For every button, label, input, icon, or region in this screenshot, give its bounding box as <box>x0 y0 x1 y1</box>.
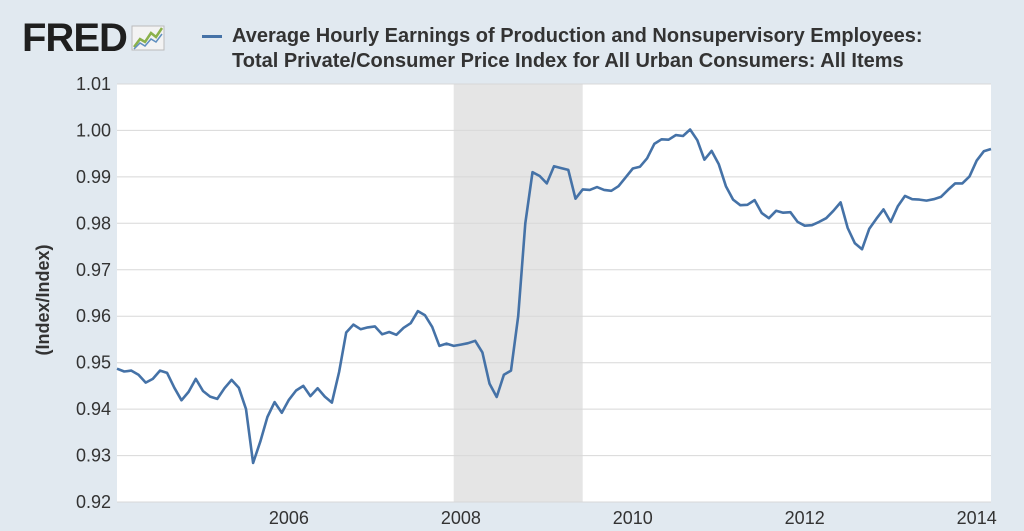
y-tick-labels: 0.92 0.93 0.94 0.95 0.96 0.97 0.98 0.99 1.00 1.01 <box>76 74 111 512</box>
series-line <box>116 128 992 465</box>
x-tick-label: 2012 <box>785 508 825 528</box>
recession-shading <box>453 84 583 502</box>
y-tick-label: 0.97 <box>76 260 111 280</box>
y-tick-label: 0.96 <box>76 306 111 326</box>
fred-logo: FRED <box>22 18 167 58</box>
legend-series-label: Average Hourly Earnings of Production an… <box>232 24 1022 74</box>
legend-line-1: Average Hourly Earnings of Production an… <box>232 25 923 47</box>
fred-chart-icon <box>131 25 165 51</box>
chart-legend: Average Hourly Earnings of Production an… <box>202 24 1022 74</box>
x-tick-label: 2008 <box>441 508 481 528</box>
y-tick-label: 1.01 <box>76 74 111 94</box>
y-tick-label: 0.93 <box>76 446 111 466</box>
y-tick-label: 0.92 <box>76 492 111 512</box>
y-tick-label: 1.00 <box>76 120 111 140</box>
fred-logo-text: FRED <box>22 16 128 60</box>
y-tick-label: 0.99 <box>76 167 111 187</box>
y-tick-label: 0.94 <box>76 399 111 419</box>
y-tick-label: 0.98 <box>76 213 111 233</box>
x-tick-labels: 2006 2008 2010 2012 2014 <box>269 508 997 528</box>
x-tick-label: 2006 <box>269 508 309 528</box>
x-tick-label: 2010 <box>613 508 653 528</box>
y-axis-label: (Index/Index) <box>33 244 53 355</box>
y-tick-label: 0.95 <box>76 353 111 373</box>
legend-series-swatch <box>202 35 222 38</box>
legend-line-2: Total Private/Consumer Price Index for A… <box>232 50 904 72</box>
x-tick-label: 2014 <box>957 508 997 528</box>
